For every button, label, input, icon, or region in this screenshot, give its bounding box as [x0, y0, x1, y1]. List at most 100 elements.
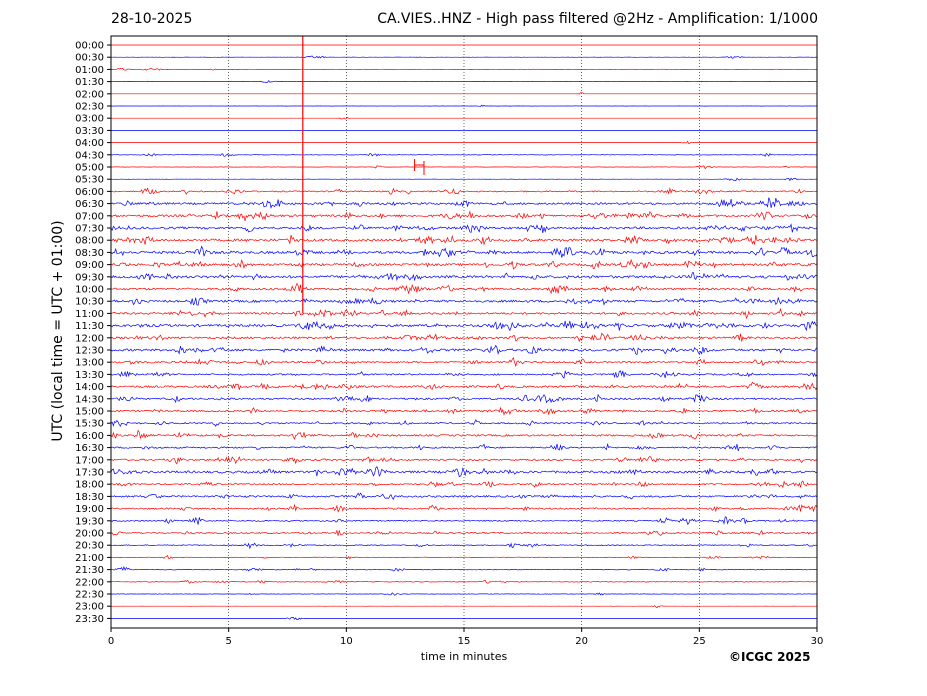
- trace-0030: [111, 55, 818, 59]
- y-tick-label: 08:30: [75, 248, 104, 259]
- y-tick-label: 12:00: [75, 333, 104, 344]
- trace-2200: [110, 579, 818, 584]
- trace-1500: [110, 406, 818, 416]
- trace-1400: [110, 381, 818, 391]
- y-tick-label: 13:30: [75, 370, 104, 381]
- x-tick-label: 30: [811, 636, 824, 647]
- y-tick-label: 18:30: [75, 492, 104, 503]
- y-tick-label: 22:00: [75, 577, 104, 588]
- y-tick-label: 14:00: [75, 382, 104, 393]
- trace-1300: [110, 357, 818, 368]
- chart-date: 28-10-2025: [111, 11, 193, 27]
- y-tick-label: 15:30: [75, 419, 104, 430]
- y-tick-label: 07:00: [75, 211, 104, 222]
- y-tick-label: 11:30: [75, 321, 104, 332]
- trace-1800: [110, 480, 818, 489]
- trace-2130: [110, 566, 817, 572]
- trace-2300: [111, 605, 817, 609]
- x-axis-label: time in minutes: [420, 650, 508, 663]
- y-tick-label: 04:30: [75, 150, 104, 161]
- y-tick-label: 11:00: [75, 309, 104, 320]
- y-tick-label: 22:30: [75, 590, 104, 601]
- y-tick-label: 19:00: [75, 504, 104, 515]
- trace-1700: [110, 455, 818, 465]
- x-tick-label: 0: [108, 636, 114, 647]
- trace-0730: [110, 223, 818, 233]
- trace-0300: [111, 116, 817, 120]
- y-tick-label: 00:00: [75, 41, 104, 52]
- y-tick-label: 14:30: [75, 394, 104, 405]
- trace-0600: [110, 187, 818, 195]
- trace-0930: [110, 272, 818, 282]
- trace-0430: [110, 152, 818, 157]
- y-tick-label: 21:00: [75, 553, 104, 564]
- trace-1830: [110, 492, 818, 501]
- trace-2230: [110, 592, 818, 596]
- grid-lines: [228, 36, 700, 628]
- trace-1030: [110, 296, 818, 306]
- y-tick-label: 05:00: [75, 163, 104, 174]
- y-tick-label: 17:30: [75, 468, 104, 479]
- y-tick-label: 04:00: [75, 138, 104, 149]
- seismic-events: [302, 36, 425, 314]
- y-tick-label: 06:30: [75, 199, 104, 210]
- trace-0200: [111, 92, 817, 95]
- y-tick-label: 02:00: [75, 89, 104, 100]
- plot-frame: [110, 35, 818, 629]
- y-tick-label: 01:30: [75, 77, 104, 88]
- y-tick-label: 09:30: [75, 272, 104, 283]
- x-tick-labels: 0 5 10 15 20 25 30: [108, 628, 824, 647]
- x-tick-label: 25: [693, 636, 706, 647]
- x-tick-label: 5: [225, 636, 231, 647]
- y-tick-label: 23:00: [75, 602, 104, 613]
- y-tick-label: 16:00: [75, 431, 104, 442]
- trace-1930: [110, 516, 818, 525]
- y-tick-label: 20:00: [75, 529, 104, 540]
- trace-2030: [110, 542, 818, 550]
- seismic-traces: [110, 44, 818, 621]
- trace-1730: [110, 466, 818, 478]
- y-tick-label: 03:00: [75, 114, 104, 125]
- y-tick-label: 03:30: [75, 126, 104, 137]
- trace-0500: [110, 165, 818, 170]
- trace-0130: [111, 79, 817, 83]
- trace-1630: [110, 443, 817, 452]
- event-marker: [414, 159, 425, 175]
- y-tick-label: 08:00: [75, 236, 104, 247]
- trace-1230: [110, 344, 818, 356]
- y-tick-label: 10:00: [75, 285, 104, 296]
- y-tick-label: 12:30: [75, 346, 104, 357]
- y-tick-label: 00:30: [75, 53, 104, 64]
- y-tick-label: 20:30: [75, 541, 104, 552]
- x-tick-label: 10: [340, 636, 353, 647]
- trace-2000: [110, 529, 818, 536]
- trace-1000: [110, 282, 817, 295]
- trace-1430: [110, 393, 818, 404]
- chart-title: CA.VIES..HNZ - High pass filtered @2Hz -…: [377, 11, 818, 27]
- trace-1900: [110, 503, 818, 513]
- y-tick-label: 05:30: [75, 175, 104, 186]
- y-tick-label: 06:00: [75, 187, 104, 198]
- y-tick-label: 15:00: [75, 407, 104, 418]
- y-tick-label: 21:30: [75, 565, 104, 576]
- trace-1100: [110, 307, 818, 320]
- trace-1330: [110, 369, 818, 379]
- y-tick-label: 17:00: [75, 455, 104, 466]
- trace-2330: [111, 617, 817, 621]
- trace-0530: [111, 177, 818, 182]
- y-tick-label: 01:00: [75, 65, 104, 76]
- trace-1530: [110, 419, 818, 428]
- x-tick-label: 15: [458, 636, 471, 647]
- y-tick-label: 18:00: [75, 480, 104, 491]
- copyright-label: ©ICGC 2025: [729, 650, 811, 664]
- trace-0230: [111, 104, 817, 108]
- trace-0400: [111, 140, 817, 145]
- trace-0900: [110, 258, 818, 270]
- trace-1130: [110, 320, 818, 332]
- trace-1600: [110, 429, 818, 441]
- trace-0700: [110, 210, 818, 222]
- trace-0100: [110, 67, 818, 71]
- y-tick-label: 09:00: [75, 260, 104, 271]
